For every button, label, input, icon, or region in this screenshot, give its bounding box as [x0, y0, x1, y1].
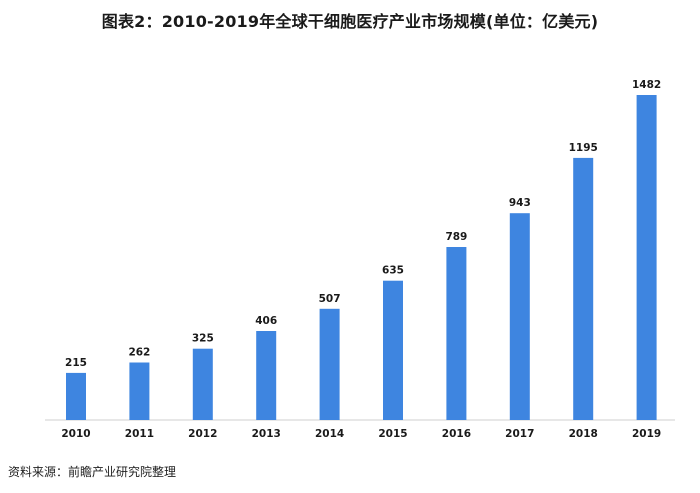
chart-title: 图表2：2010-2019年全球干细胞医疗产业市场规模(单位：亿美元) — [101, 12, 599, 31]
bar-2014 — [319, 308, 340, 420]
data-label-2019: 1482 — [632, 79, 661, 91]
bar-2013 — [256, 331, 277, 420]
x-tick-2011: 2011 — [125, 428, 154, 440]
x-tick-2010: 2010 — [61, 428, 90, 440]
x-tick-2018: 2018 — [569, 428, 598, 440]
data-label-2018: 1195 — [569, 142, 598, 154]
data-label-2010: 215 — [65, 357, 87, 369]
x-tick-labels-group: 2010 2011 2012 2013 2014 2015 2016 2017 2018 2019 — [61, 428, 661, 440]
data-label-2013: 406 — [255, 315, 277, 327]
x-tick-2016: 2016 — [442, 428, 471, 440]
data-label-2012: 325 — [192, 333, 214, 345]
data-label-2016: 789 — [445, 231, 467, 243]
bar-2016 — [446, 247, 467, 420]
source-note: 资料来源：前瞻产业研究院整理 — [8, 465, 177, 479]
bar-2015 — [383, 280, 403, 420]
bar-2011 — [129, 362, 150, 420]
x-tick-2014: 2014 — [315, 428, 344, 440]
bar-2012 — [192, 348, 213, 420]
bar-2019 — [636, 95, 657, 420]
bar-2010 — [66, 372, 86, 420]
x-tick-2015: 2015 — [378, 428, 407, 440]
x-tick-2019: 2019 — [632, 428, 661, 440]
data-label-2015: 635 — [382, 265, 404, 277]
data-label-2017: 943 — [509, 197, 531, 209]
data-label-2011: 262 — [128, 347, 150, 359]
bar-2017 — [509, 213, 530, 420]
x-tick-2017: 2017 — [505, 428, 534, 440]
x-tick-2012: 2012 — [188, 428, 217, 440]
bars-group — [66, 95, 657, 420]
x-tick-2013: 2013 — [252, 428, 281, 440]
data-labels-group: 215 262 325 406 507 635 789 943 1195 1482 — [65, 79, 661, 369]
bar-2018 — [573, 157, 594, 420]
data-label-2014: 507 — [319, 293, 341, 305]
